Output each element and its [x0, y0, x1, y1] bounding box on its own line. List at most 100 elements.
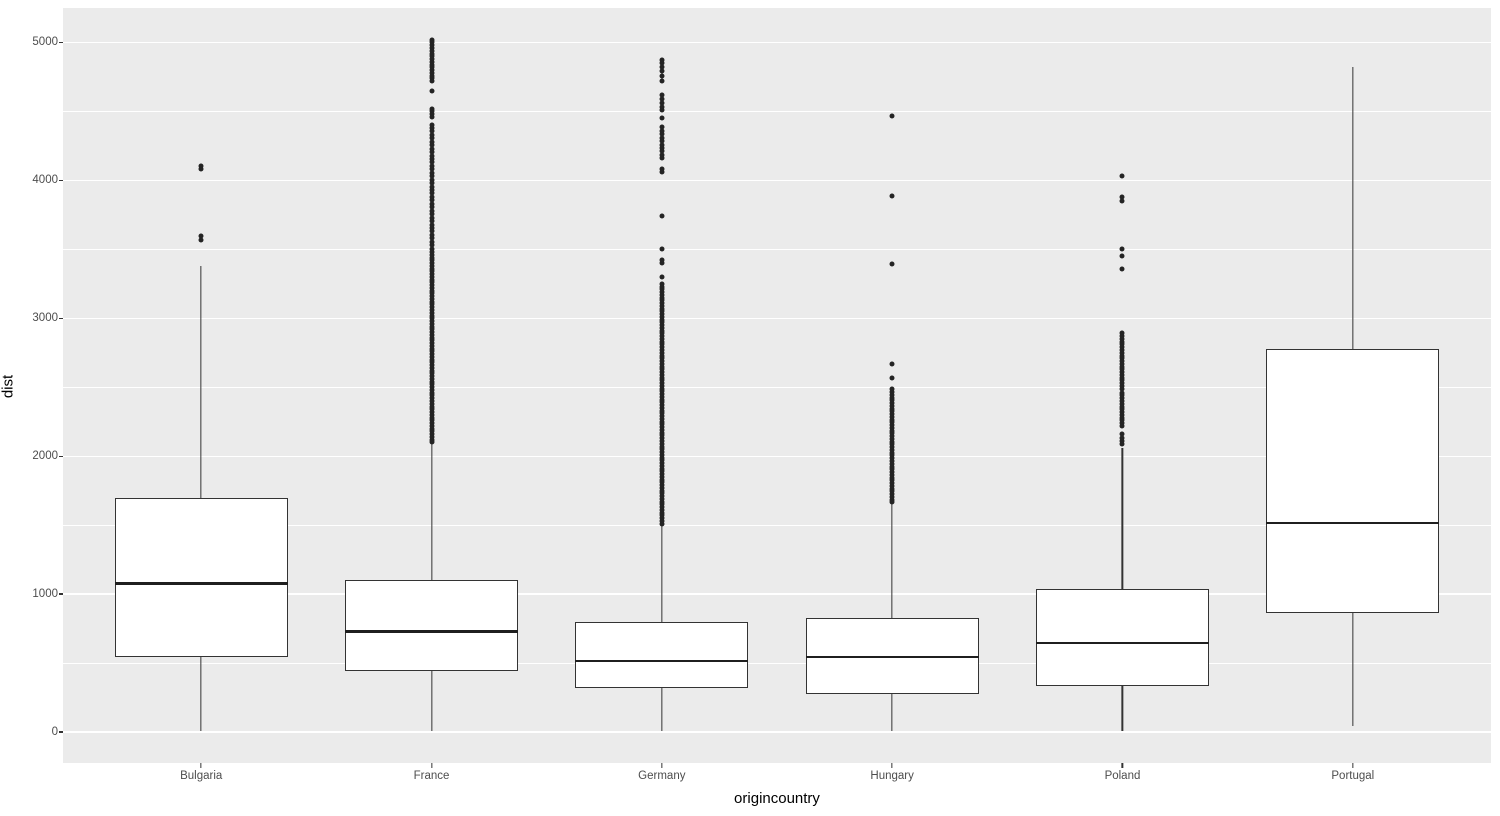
outlier-point: [429, 197, 434, 203]
outlier-point: [429, 62, 434, 68]
outlier-point: [659, 317, 665, 323]
outlier-point: [659, 493, 665, 499]
outlier-point: [429, 313, 434, 319]
outlier-point: [429, 340, 434, 346]
outlier-point: [659, 73, 665, 79]
outlier-point: [889, 411, 895, 417]
outlier-point: [659, 148, 665, 154]
outlier-point: [1119, 377, 1125, 383]
outlier-point: [659, 297, 665, 303]
outlier-point: [889, 480, 895, 486]
outlier-point: [429, 318, 434, 324]
outlier-point: [429, 48, 434, 54]
outlier-point: [429, 337, 434, 343]
outlier-point: [1119, 395, 1125, 401]
outlier-point: [429, 177, 434, 183]
outlier-point: [429, 59, 434, 65]
x-tick-label-portugal: Portugal: [1331, 770, 1375, 782]
outlier-point: [429, 379, 434, 385]
outlier-point: [889, 477, 895, 483]
outlier-point: [659, 435, 665, 441]
outlier-point: [889, 403, 895, 409]
outlier-point: [659, 213, 665, 219]
outlier-point: [889, 425, 895, 431]
upper-whisker: [200, 265, 202, 498]
plot-panel: [63, 8, 1491, 763]
outlier-point: [429, 142, 434, 148]
outlier-point: [889, 113, 895, 119]
outlier-point: [429, 279, 434, 285]
outlier-point: [659, 375, 665, 381]
outlier-point: [429, 78, 434, 84]
outlier-point: [889, 433, 895, 439]
outlier-point: [429, 315, 434, 321]
outlier-point: [659, 281, 665, 287]
outlier-point: [659, 366, 665, 372]
outlier-point: [429, 156, 434, 162]
outlier-point: [429, 326, 434, 332]
outlier-point: [429, 125, 434, 131]
outlier-point: [659, 358, 665, 364]
outlier-point: [659, 303, 665, 309]
outlier-point: [889, 452, 895, 458]
outlier-point: [1119, 347, 1125, 353]
outlier-point: [659, 391, 665, 397]
outlier-point: [429, 163, 434, 169]
outlier-point: [429, 51, 434, 56]
lower-whisker: [661, 687, 663, 731]
outlier-point: [659, 479, 665, 485]
gridline-major-2000: [63, 455, 1491, 457]
x-tick-label-bulgaria: Bulgaria: [180, 770, 223, 782]
outlier-point: [659, 169, 665, 175]
outlier-point: [659, 145, 665, 151]
x-tick-mark-france: [430, 763, 433, 768]
outlier-point: [429, 73, 434, 79]
outlier-point: [889, 499, 895, 505]
outlier-point: [429, 235, 434, 241]
outlier-point: [659, 128, 665, 134]
outlier-point: [429, 329, 434, 335]
outlier-point: [659, 322, 665, 328]
outlier-point: [659, 152, 665, 158]
outlier-point: [659, 430, 665, 436]
outlier-point: [659, 347, 665, 353]
outlier-point: [1119, 339, 1125, 345]
outlier-point: [889, 439, 895, 445]
outlier-point: [889, 441, 895, 447]
outlier-point: [429, 187, 434, 193]
outlier-point: [429, 285, 434, 291]
outlier-point: [659, 328, 665, 334]
y-tick-label-4000: 4000: [32, 174, 58, 187]
outlier-point: [429, 404, 434, 410]
y-tick-label-2000: 2000: [32, 450, 58, 463]
outlier-point: [429, 252, 434, 258]
outlier-point: [1119, 341, 1125, 347]
outlier-point: [429, 332, 434, 338]
outlier-point: [429, 359, 434, 365]
outlier-point: [429, 274, 434, 280]
outlier-point: [659, 446, 665, 452]
outlier-point: [889, 486, 895, 492]
outlier-point: [659, 135, 665, 141]
outlier-point: [1119, 364, 1125, 370]
outlier-point: [429, 406, 434, 412]
gridline-minor-4500: [63, 111, 1491, 112]
lower-whisker: [200, 656, 202, 731]
outlier-point: [429, 39, 434, 45]
outlier-point: [429, 293, 434, 299]
outlier-point: [659, 308, 665, 314]
outlier-point: [429, 166, 434, 172]
outlier-point: [889, 400, 895, 406]
y-tick-mark-2000: [59, 455, 63, 457]
outlier-point: [659, 341, 665, 347]
outlier-point: [889, 444, 895, 450]
outlier-point: [659, 314, 665, 320]
y-tick-mark-5000: [59, 41, 63, 44]
outlier-point: [659, 402, 665, 408]
boxplot-germany: [575, 8, 749, 763]
upper-whisker: [430, 442, 433, 581]
outlier-point: [889, 375, 895, 381]
upper-whisker: [661, 525, 663, 622]
outlier-point: [659, 274, 665, 280]
outlier-point: [429, 271, 434, 277]
